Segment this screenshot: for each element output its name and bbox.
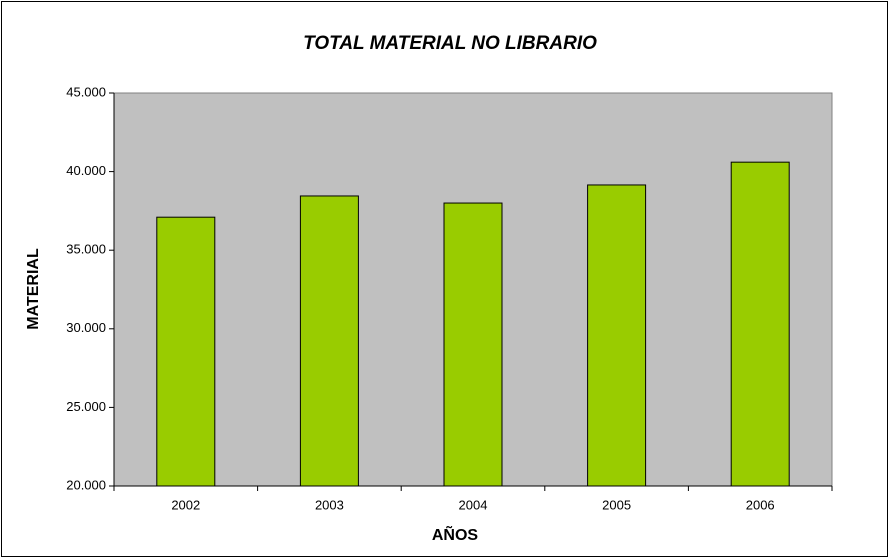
chart-title: TOTAL MATERIAL NO LIBRARIO: [303, 33, 597, 54]
y-tick-label: 20.000: [66, 477, 106, 492]
x-tick-label: 2006: [746, 497, 775, 512]
bar: [443, 202, 503, 487]
y-axis-title: MATERIAL: [25, 248, 42, 330]
y-tick-label: 45.000: [66, 84, 106, 99]
y-tick-label: 35.000: [66, 242, 106, 257]
x-tick-label: 2005: [602, 497, 631, 512]
y-tick-label: 30.000: [66, 320, 106, 335]
x-axis-title: AÑOS: [432, 524, 479, 544]
y-tick-label: 40.000: [66, 163, 106, 178]
bar: [156, 216, 216, 487]
x-tick-label: 2004: [459, 497, 488, 512]
bar: [587, 184, 647, 487]
bar: [299, 195, 359, 487]
x-tick-label: 2002: [171, 497, 200, 512]
x-tick-label: 2003: [315, 497, 344, 512]
y-tick-label: 25.000: [66, 399, 106, 414]
bar: [730, 161, 790, 487]
